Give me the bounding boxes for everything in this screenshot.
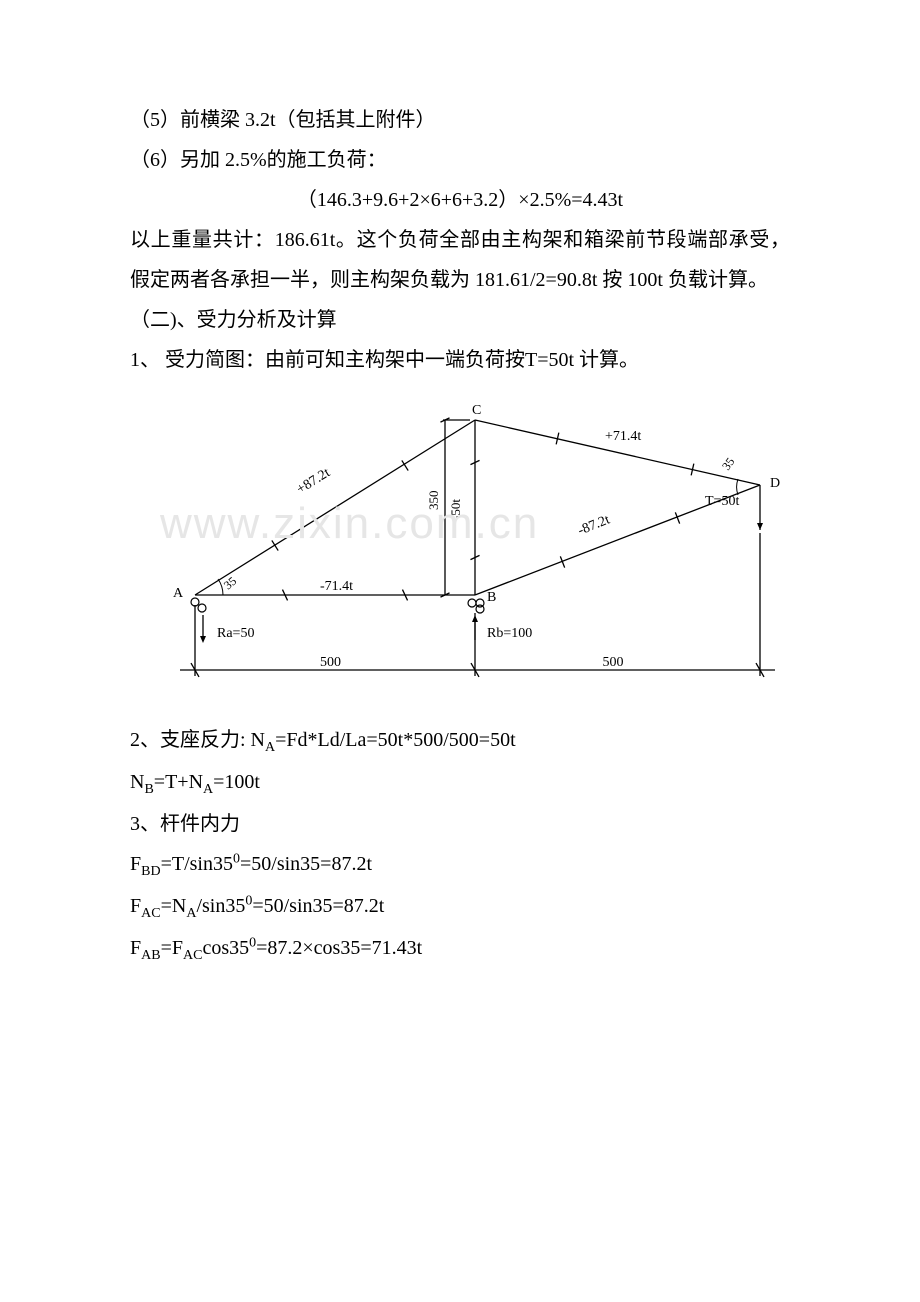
- svg-text:T=50t: T=50t: [705, 494, 739, 509]
- eq-fac: FAC=NA/sin350=50/sin35=87.2t: [130, 886, 790, 928]
- truss-svg: ABCD3535+87.2t-87.2t-71.4t+71.4t-50t350T…: [130, 400, 830, 700]
- paragraph-5: （5）前横梁 3.2t（包括其上附件）: [130, 100, 790, 140]
- heading-2: （二)、受力分析及计算: [130, 300, 790, 340]
- item-3: 3、杆件内力: [130, 804, 790, 844]
- svg-text:Rb=100: Rb=100: [487, 626, 532, 641]
- svg-text:A: A: [173, 586, 184, 601]
- paragraph-6: （6）另加 2.5%的施工负荷：: [130, 140, 790, 180]
- eq-nb: NB=T+NA=100t: [130, 762, 790, 804]
- svg-text:+71.4t: +71.4t: [605, 429, 641, 444]
- svg-text:B: B: [487, 590, 496, 605]
- svg-text:-71.4t: -71.4t: [320, 579, 353, 594]
- truss-diagram: www.zixin.com.cn ABCD3535+87.2t-87.2t-71…: [130, 400, 790, 700]
- svg-text:-50t: -50t: [448, 499, 463, 520]
- item-1: 1、 受力简图：由前可知主构架中一端负荷按T=50t 计算。: [130, 340, 790, 380]
- svg-text:D: D: [770, 476, 780, 491]
- formula-1: （146.3+9.6+2×6+6+3.2）×2.5%=4.43t: [130, 180, 790, 220]
- svg-text:35: 35: [719, 455, 737, 473]
- eq-fab: FAB=FACcos350=87.2×cos35=71.43t: [130, 928, 790, 970]
- svg-text:500: 500: [320, 655, 341, 670]
- svg-text:+87.2t: +87.2t: [294, 465, 333, 497]
- svg-text:350: 350: [426, 491, 441, 511]
- paragraph-summary: 以上重量共计：186.61t。这个负荷全部由主构架和箱梁前节段端部承受，假定两者…: [130, 220, 790, 300]
- svg-text:500: 500: [603, 655, 624, 670]
- svg-text:-87.2t: -87.2t: [576, 512, 612, 538]
- svg-text:Ra=50: Ra=50: [217, 626, 254, 641]
- item-2: 2、支座反力: NA=Fd*Ld/La=50t*500/500=50t: [130, 720, 790, 762]
- svg-text:C: C: [472, 403, 481, 418]
- eq-fbd: FBD=T/sin350=50/sin35=87.2t: [130, 844, 790, 886]
